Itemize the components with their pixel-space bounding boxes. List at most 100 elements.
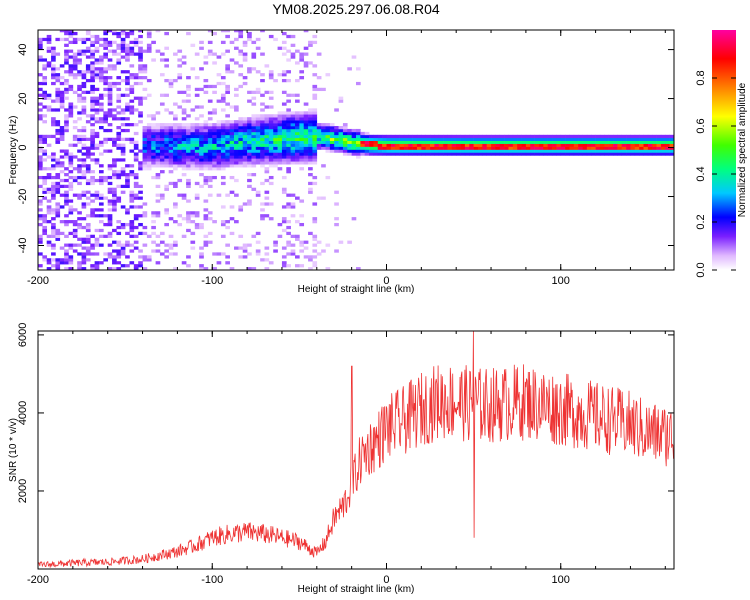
heatmap-cell	[652, 140, 657, 144]
heatmap-cell	[552, 152, 557, 156]
heatmap-cell	[159, 93, 165, 97]
heatmap-cell	[186, 99, 191, 103]
heatmap-cell	[173, 134, 178, 139]
heatmap-cell	[164, 131, 169, 136]
heatmap-cell	[316, 87, 322, 92]
heatmap-cell	[247, 70, 252, 74]
heatmap-cell	[613, 152, 618, 156]
heatmap-cell	[495, 149, 501, 153]
heatmap-cell	[168, 143, 174, 147]
heatmap-cell	[120, 243, 126, 247]
heatmap-cell	[64, 149, 69, 153]
heatmap-cell	[46, 175, 52, 180]
heatmap-cell	[229, 120, 235, 124]
heatmap-cell	[656, 134, 662, 139]
heatmap-cell	[238, 234, 244, 238]
heatmap-cell	[116, 261, 122, 265]
heatmap-cell	[207, 143, 213, 147]
heatmap-cell	[268, 96, 274, 100]
heatmap-cell	[51, 117, 56, 121]
heatmap-cell	[229, 137, 235, 141]
heatmap-cell	[55, 93, 61, 97]
heatmap-cell	[98, 61, 104, 65]
heatmap-cell	[229, 70, 235, 74]
heatmap-cell	[556, 149, 562, 153]
heatmap-cell	[268, 114, 274, 118]
heatmap-cell	[238, 123, 244, 127]
heatmap-cell	[264, 155, 270, 159]
heatmap-cell	[669, 143, 674, 147]
heatmap-cell	[38, 55, 43, 59]
heatmap-cell	[312, 123, 318, 127]
heatmap-cell	[247, 152, 252, 156]
heatmap-cell	[591, 137, 596, 141]
heatmap-cell	[456, 137, 461, 141]
heatmap-cell	[251, 149, 257, 153]
heatmap-cell	[525, 143, 531, 147]
heatmap-cell	[190, 214, 196, 218]
heatmap-cell	[81, 255, 87, 259]
heatmap-cell	[129, 76, 135, 80]
heatmap-cell	[112, 143, 117, 147]
heatmap-cell	[42, 114, 48, 118]
heatmap-cell	[277, 120, 283, 124]
heatmap-cell	[665, 152, 670, 156]
heatmap-cell	[155, 184, 161, 189]
heatmap-cell	[125, 184, 130, 189]
heatmap-cell	[116, 255, 122, 259]
heatmap-cell	[281, 152, 287, 156]
heatmap-cell	[120, 149, 126, 153]
heatmap-cell	[142, 76, 148, 80]
heatmap-cell	[77, 175, 82, 180]
heatmap-cell	[495, 140, 501, 144]
heatmap-cell	[364, 143, 370, 147]
heatmap-cell	[421, 134, 426, 139]
heatmap-cell	[273, 37, 278, 42]
heatmap-cell	[64, 87, 69, 92]
heatmap-cell	[194, 181, 200, 186]
heatmap-cell	[356, 81, 361, 86]
heatmap-cell	[199, 40, 204, 45]
heatmap-cell	[525, 149, 531, 153]
heatmap-cell	[146, 161, 152, 165]
heatmap-cell	[46, 258, 52, 262]
heatmap-cell	[120, 143, 126, 147]
heatmap-cell	[90, 264, 95, 268]
heatmap-cell	[312, 143, 318, 147]
heatmap-cell	[299, 140, 305, 144]
heatmap-cell	[225, 70, 230, 74]
heatmap-cell	[72, 134, 78, 139]
heatmap-cell	[220, 234, 226, 238]
heatmap-cell	[299, 155, 305, 159]
heatmap-cell	[77, 140, 82, 144]
heatmap-cell	[268, 126, 274, 130]
heatmap-cell	[68, 184, 74, 189]
heatmap-cell	[98, 196, 104, 200]
heatmap-cell	[316, 137, 322, 141]
heatmap-cell	[308, 43, 313, 47]
heatmap-cell	[72, 228, 78, 233]
heatmap-cell	[129, 137, 135, 141]
heatmap-cell	[399, 143, 405, 147]
heatmap-cell	[68, 84, 74, 89]
heatmap-cell	[617, 146, 623, 150]
heatmap-cell	[46, 37, 52, 42]
heatmap-cell	[164, 128, 169, 133]
heatmap-cell	[125, 34, 130, 39]
heatmap-cell	[456, 140, 461, 144]
heatmap-cell	[85, 170, 91, 174]
heatmap-cell	[286, 108, 291, 112]
heatmap-cell	[421, 152, 426, 156]
heatmap-cell	[68, 143, 74, 147]
heatmap-cell	[194, 76, 200, 80]
heatmap-cell	[647, 134, 653, 139]
heatmap-cell	[133, 52, 139, 56]
heatmap-cell	[181, 128, 187, 133]
heatmap-cell	[168, 252, 174, 256]
heatmap-cell	[251, 134, 257, 139]
heatmap-cell	[42, 225, 48, 230]
heatmap-cell	[64, 108, 69, 112]
heatmap-cell	[107, 222, 113, 227]
heatmap-cell	[107, 199, 113, 203]
heatmap-cell	[151, 211, 156, 215]
